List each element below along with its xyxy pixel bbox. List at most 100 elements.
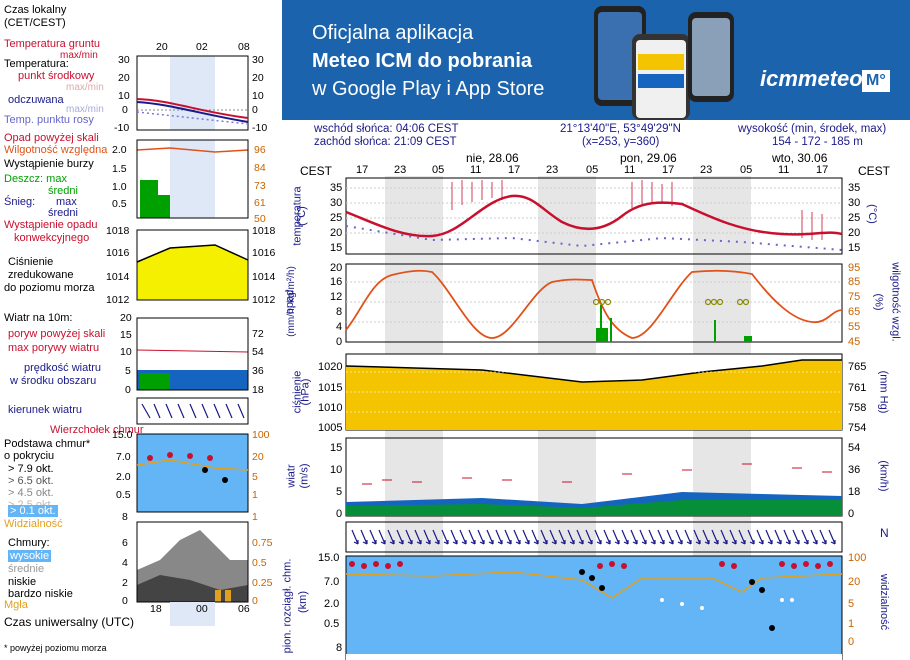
humid-tick: 50 — [254, 213, 266, 225]
precip-tick: 20 — [330, 262, 343, 274]
precip-tick: 8 — [336, 306, 343, 318]
cloud-top-dots — [349, 561, 833, 569]
temp-tick: 35 — [330, 182, 343, 194]
footnote: * powyżej poziomu morza — [4, 643, 107, 653]
temp-tick-r: 30 — [252, 54, 264, 66]
felt-temp-label: odczuwana — [8, 94, 64, 106]
vis-right-tick: 1 — [252, 511, 258, 523]
mmhg-tick: 754 — [848, 422, 867, 434]
max-gust-label: max porywy wiatru — [8, 342, 100, 354]
kmh-tick: 36 — [252, 365, 264, 377]
okt01: > 0.1 okt. — [8, 505, 58, 517]
hour: 11 — [470, 164, 482, 176]
temp-tick-r: 25 — [848, 212, 861, 224]
snow-label: Śnieg: — [4, 196, 36, 208]
fog-tick: 0.25 — [252, 577, 273, 589]
storm-markers — [592, 298, 750, 306]
pressure-tick: 1020 — [318, 361, 343, 373]
altitude-values: 154 - 172 - 185 m — [772, 136, 863, 148]
temp-axis-unit-r: (°C) — [865, 204, 878, 224]
wind-tick: 5 — [336, 486, 343, 498]
humid-tick: 95 — [848, 262, 861, 274]
rain-max-label: Deszcz: max — [4, 173, 67, 185]
legend-panel: Czas lokalny (CET/CEST) 20 02 08 Tempera… — [0, 0, 282, 660]
mmhg-tick: 758 — [848, 402, 867, 414]
humid-tick: 73 — [254, 180, 266, 192]
midpoint-label: punkt środkowy — [18, 70, 95, 82]
vis-tick: 5 — [848, 598, 855, 610]
vis-tick: 1 — [252, 489, 258, 501]
cloud-top-label: Wierzchołek chmur — [50, 424, 144, 436]
kmh-tick: 72 — [252, 328, 264, 340]
cloud-axis-label: pion. rozciągł. chm. — [281, 558, 294, 654]
felt-maxmin: max/min — [66, 104, 104, 115]
banner-logo-badge: M° — [862, 70, 890, 92]
fog-tick: 0.5 — [252, 557, 267, 569]
cest-left: CEST — [300, 164, 333, 178]
precip-tick: 1.0 — [112, 181, 127, 193]
vis-tick: 1 — [848, 618, 855, 630]
pressure-sea-level: do poziomu morza — [4, 282, 95, 294]
kmh-tick: 54 — [848, 442, 861, 454]
temp-maxmin: max/min — [66, 82, 104, 93]
precip-occur-label: Wystąpienie opadu — [4, 219, 98, 231]
cloud-base-dots — [579, 569, 775, 631]
hour: 05 — [586, 164, 599, 176]
wind-tick: 15 — [330, 442, 343, 454]
wind-tick: 5 — [125, 365, 131, 377]
humid-tick: 84 — [254, 162, 266, 174]
pressure-axis-unit: (hPa) — [299, 378, 312, 406]
clouds-tick: 0 — [122, 595, 128, 607]
bottom-tick: 8 — [336, 642, 343, 654]
humidity-label: Wilgotność względna — [4, 144, 108, 156]
precip-tick: 16 — [330, 276, 343, 288]
precip-tick: 0 — [336, 336, 343, 348]
low-clouds-label: niskie — [8, 576, 37, 588]
bottom-hour: 00 — [196, 603, 208, 615]
hour: 23 — [394, 164, 407, 176]
banner-line3: w Google Play i App Store — [312, 78, 545, 100]
medium-clouds-label: średnie — [8, 563, 45, 575]
storm-label: Wystąpienie burzy — [4, 158, 94, 170]
wind-tick: 10 — [330, 464, 343, 476]
temp-tick: 30 — [118, 54, 130, 66]
sunset: zachód słońca: 21:09 CEST — [314, 136, 457, 148]
cloud-tick: 0.5 — [324, 618, 340, 630]
temp-tick: -10 — [114, 122, 130, 134]
pressure-tick: 1018 — [106, 225, 130, 237]
fog-tick: 0 — [252, 595, 258, 607]
mmhg-axis-unit: (mm Hg) — [877, 370, 890, 414]
very-low-clouds-label: bardzo niskie — [8, 588, 73, 600]
gust-marks — [362, 463, 832, 485]
wind-tick: 15 — [120, 329, 132, 341]
meteogram-graphics — [345, 176, 843, 660]
rain-avg-label: średni — [48, 185, 78, 197]
humid-tick: 45 — [848, 336, 861, 348]
fog-tick: 0.75 — [252, 537, 273, 549]
wind-axis-label: wiatr — [285, 464, 298, 488]
pressure-tick: 1014 — [106, 271, 130, 283]
utc-label: Czas uniwersalny (UTC) — [4, 615, 135, 629]
wind-arrows — [351, 529, 836, 545]
vis-axis-label: widzialność — [878, 573, 891, 631]
hour: 05 — [740, 164, 753, 176]
altitude-label: wysokość (min, środek, max) — [738, 123, 887, 135]
precip-tick: 0.5 — [112, 198, 127, 210]
pressure-tick: 1010 — [318, 402, 343, 414]
mmhg-tick: 765 — [848, 361, 867, 373]
ground-temp-maxmin: max/min — [60, 50, 98, 61]
cloud-tick: 15.0 — [318, 552, 340, 564]
temp-tick: 25 — [330, 212, 343, 224]
temp-tick-r: 10 — [252, 90, 264, 102]
banner-line1: Oficjalna aplikacja — [312, 22, 474, 44]
snow-avg-label: średni — [48, 207, 78, 219]
clouds-tick: 6 — [122, 537, 128, 549]
app-promo-banner[interactable]: Oficjalna aplikacja Meteo ICM do pobrani… — [282, 0, 910, 120]
pressure-tick: 1012 — [106, 294, 130, 306]
banner-logo: icmmeteo — [760, 66, 863, 91]
temp-tick: 15 — [330, 242, 343, 254]
temp-tick-r: -10 — [252, 122, 268, 134]
pressure-tick: 1015 — [318, 382, 343, 394]
precip-tick: 12 — [330, 291, 343, 303]
coordinates: 21°13'40"E, 53°49'29"N — [560, 123, 681, 135]
